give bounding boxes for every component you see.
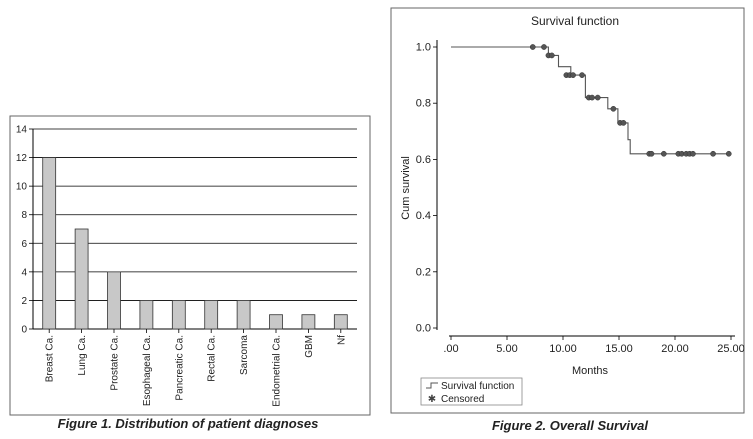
x-axis-label: Months <box>572 365 609 377</box>
bar-rectal-ca <box>204 300 219 330</box>
censored-marker <box>548 52 555 59</box>
y-tick-label: 4 <box>21 267 27 278</box>
censored-marker <box>529 44 536 50</box>
x-tick-label: 5.00 <box>496 343 517 355</box>
x-tick-label: .00 <box>443 343 458 355</box>
censored-marker <box>725 150 732 157</box>
figure-1-frame <box>9 115 371 416</box>
figure-1-caption: Figure 1. Distribution of patient diagno… <box>58 416 319 431</box>
y-tick-label: 0.4 <box>416 210 431 222</box>
bar-breast-ca <box>42 157 57 330</box>
x-tick-label: 20.00 <box>661 343 689 355</box>
bar-nf <box>333 314 348 330</box>
bar-chart: 0 2 4 6 8 10 12 14 Breast Ca. Lung Ca. Prostate Ca… <box>16 125 357 407</box>
y-tick-label: 0.0 <box>416 323 431 335</box>
censored-marker <box>710 150 716 157</box>
legend-step-icon <box>426 382 438 389</box>
bar-endometrial-ca <box>269 314 283 330</box>
x-tick-label: Pancreatic Ca. <box>174 335 185 401</box>
x-tick-label: Nf <box>336 335 347 345</box>
y-tick-label: 0.8 <box>416 98 431 110</box>
censored-marker <box>570 72 576 78</box>
bar-sarcoma <box>236 300 251 330</box>
y-tick-label: 0.6 <box>416 154 431 166</box>
bar-pancreatic-ca <box>171 300 186 330</box>
bar-lung-ca <box>74 228 89 330</box>
x-tick-label: Sarcoma <box>239 335 250 375</box>
bar-esophageal-ca <box>139 300 154 330</box>
censored-marker <box>594 94 601 101</box>
bar-gbm <box>301 314 316 330</box>
censored-marker <box>610 105 617 112</box>
censored-marker <box>589 94 595 101</box>
y-tick-label: 6 <box>21 239 27 250</box>
x-tick-label: GBM <box>304 335 315 358</box>
censored-marker <box>579 72 585 78</box>
x-tick-label: 25.00 <box>717 343 745 355</box>
y-tick-label: 2 <box>21 296 27 307</box>
y-tick-label: 8 <box>21 210 27 221</box>
x-tick-label: Breast Ca. <box>45 335 56 382</box>
legend-item-censored: Censored <box>441 394 484 405</box>
survival-chart: 0.0 0.2 0.4 0.6 0.8 1.0 .00 5.00 10.00 15.00 20.00… <box>416 40 745 355</box>
y-tick-label: 0.2 <box>416 266 431 278</box>
survival-chart-title: Survival function <box>531 14 619 28</box>
censored-marker <box>648 150 655 157</box>
y-tick-label: 14 <box>16 125 28 136</box>
x-tick-label: Lung Ca. <box>77 335 88 376</box>
x-tick-label: 15.00 <box>605 343 633 355</box>
x-tick-label: Endometrial Ca. <box>272 335 283 407</box>
bar-prostate-ca <box>107 271 121 330</box>
y-tick-label: 1.0 <box>416 42 431 54</box>
x-tick-label: 10.00 <box>549 343 577 355</box>
y-tick-label: 10 <box>16 182 28 193</box>
figure-2-caption: Figure 2. Overall Survival <box>492 418 648 433</box>
legend-item-survival-function: Survival function <box>441 381 514 392</box>
y-axis-label: Cum survival <box>400 156 412 220</box>
legend-censored-icon: ✱ <box>428 394 436 405</box>
censored-marker <box>541 44 547 50</box>
y-tick-label: 0 <box>21 325 27 336</box>
censored-marker <box>660 150 667 157</box>
y-tick-label: 12 <box>16 153 28 164</box>
censored-marker <box>690 150 696 157</box>
x-tick-label: Esophageal Ca. <box>142 335 153 406</box>
x-tick-label: Prostate Ca. <box>110 335 121 391</box>
x-tick-label: Rectal Ca. <box>207 335 218 382</box>
censored-marker <box>620 120 627 126</box>
